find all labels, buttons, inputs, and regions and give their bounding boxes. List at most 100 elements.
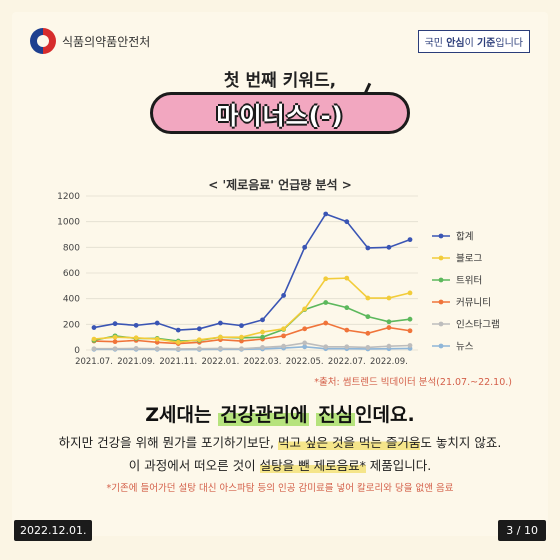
headline-pre: Z세대는 bbox=[145, 404, 219, 426]
body-2-post: 제품입니다. bbox=[365, 458, 432, 473]
legend-label: 합계 bbox=[456, 231, 473, 243]
data-point bbox=[218, 320, 223, 326]
legend-label: 인스타그램 bbox=[456, 319, 500, 331]
slogan-badge: 국민 안심이 기준입니다 bbox=[417, 30, 530, 53]
data-point bbox=[133, 322, 139, 328]
x-tick-label: 2022.09. bbox=[370, 357, 408, 367]
data-point bbox=[365, 314, 371, 320]
data-point bbox=[302, 244, 308, 250]
y-tick-label: 600 bbox=[63, 269, 80, 279]
slogan-mid: 이 bbox=[464, 38, 477, 49]
data-point bbox=[323, 300, 329, 305]
x-tick-label: 2022.07. bbox=[328, 357, 366, 367]
x-tick-label: 2021.07. bbox=[75, 357, 113, 367]
legend-marker bbox=[438, 233, 444, 239]
data-point bbox=[260, 334, 265, 340]
data-point bbox=[133, 335, 139, 341]
x-tick-label: 2021.09. bbox=[117, 357, 155, 367]
date-tag: 2022.12.01. bbox=[14, 520, 93, 541]
legend-marker bbox=[438, 277, 444, 283]
y-tick-label: 1000 bbox=[57, 218, 80, 228]
data-point bbox=[386, 319, 392, 325]
data-point bbox=[281, 333, 286, 339]
slogan-suffix: 입니다 bbox=[495, 38, 523, 49]
data-point bbox=[386, 343, 392, 349]
legend-marker bbox=[438, 321, 444, 327]
data-point bbox=[260, 329, 265, 335]
data-point bbox=[91, 346, 97, 352]
data-point bbox=[239, 323, 244, 329]
y-tick-label: 200 bbox=[63, 320, 80, 330]
data-point bbox=[175, 346, 181, 352]
data-point bbox=[344, 305, 350, 311]
body-line-2: 이 과정에서 떠오른 것이 설탕을 뺀 제로음료* 제품입니다. bbox=[0, 455, 560, 474]
line-chart: 0 200 400 600 800 1000 1200 2021.07. 2021.09. 202… bbox=[57, 192, 500, 367]
org-logo: 식품의약품안전처 bbox=[30, 28, 150, 54]
y-tick-label: 800 bbox=[63, 243, 80, 253]
taegeuk-icon bbox=[30, 28, 56, 54]
x-tick-label: 2022.05. bbox=[286, 357, 324, 367]
chart-title: < '제로음료' 언급량 분석 > bbox=[208, 178, 352, 192]
body-2-highlight: 설탕을 뺀 제로음료* bbox=[259, 458, 366, 473]
data-point bbox=[344, 275, 350, 281]
x-tick-label: 2022.03. bbox=[244, 357, 282, 367]
headline-highlight-1: 건강관리에 bbox=[218, 404, 310, 426]
data-point bbox=[323, 344, 329, 350]
data-point bbox=[323, 320, 329, 326]
data-point bbox=[260, 345, 265, 350]
body-1-post: 도 놓치지 않죠. bbox=[420, 435, 502, 450]
data-point bbox=[133, 346, 139, 351]
data-point bbox=[407, 343, 413, 348]
keyword-kicker: 첫 번째 키워드, bbox=[223, 71, 337, 91]
series-line bbox=[93, 277, 411, 344]
data-point bbox=[91, 336, 97, 342]
legend-label: 블로그 bbox=[456, 254, 482, 265]
data-point bbox=[239, 334, 244, 340]
data-point bbox=[302, 340, 308, 346]
slogan-bold-2: 기준 bbox=[476, 38, 496, 49]
legend-marker bbox=[438, 343, 444, 349]
slogan-bold-1: 안심 bbox=[446, 38, 465, 49]
data-point bbox=[344, 219, 350, 225]
data-point bbox=[112, 321, 118, 327]
body-1-highlight: 먹고 싶은 것을 먹는 즐거움 bbox=[278, 435, 421, 450]
x-tick-label: 2022.01. bbox=[201, 357, 239, 367]
data-point bbox=[302, 326, 308, 332]
data-point bbox=[239, 346, 244, 352]
data-point bbox=[281, 326, 286, 332]
legend-label: 트위터 bbox=[456, 275, 482, 287]
data-point bbox=[91, 325, 97, 330]
series-line bbox=[93, 322, 411, 345]
data-point bbox=[112, 339, 118, 345]
data-point bbox=[154, 346, 160, 352]
data-point bbox=[154, 336, 160, 342]
data-point bbox=[302, 344, 308, 350]
footnote: *기존에 들어가던 설탕 대신 아스파탐 등의 인공 감미료를 넣어 칼로리와 … bbox=[106, 483, 454, 494]
legend-marker bbox=[438, 299, 444, 305]
series-line bbox=[93, 212, 411, 331]
data-point bbox=[112, 334, 118, 340]
series-line bbox=[94, 342, 411, 350]
data-point bbox=[281, 343, 286, 349]
data-point bbox=[407, 328, 413, 334]
page-indicator: 3 / 10 bbox=[498, 520, 546, 541]
data-point bbox=[407, 316, 413, 322]
body-1-pre: 하지만 건강을 위해 뭔가를 포기하기보단, bbox=[58, 435, 278, 450]
source-note: *출처: 썸트렌드 빅데이터 분석(21.07.~22.10.) bbox=[314, 377, 512, 388]
slogan-prefix: 국민 bbox=[424, 38, 447, 49]
data-point bbox=[344, 344, 350, 350]
data-point bbox=[218, 346, 223, 351]
y-tick-label: 400 bbox=[63, 295, 80, 305]
data-point bbox=[196, 337, 202, 343]
data-point bbox=[112, 346, 118, 352]
y-tick-label: 1200 bbox=[57, 192, 80, 202]
data-point bbox=[365, 345, 371, 350]
data-point bbox=[323, 211, 329, 217]
legend-label: 커뮤니티 bbox=[456, 298, 491, 309]
data-point bbox=[407, 290, 413, 296]
data-point bbox=[323, 276, 329, 282]
data-point bbox=[218, 334, 223, 340]
legend-marker bbox=[438, 255, 444, 261]
headline-post: 인데요. bbox=[355, 404, 415, 426]
data-point bbox=[386, 325, 392, 330]
